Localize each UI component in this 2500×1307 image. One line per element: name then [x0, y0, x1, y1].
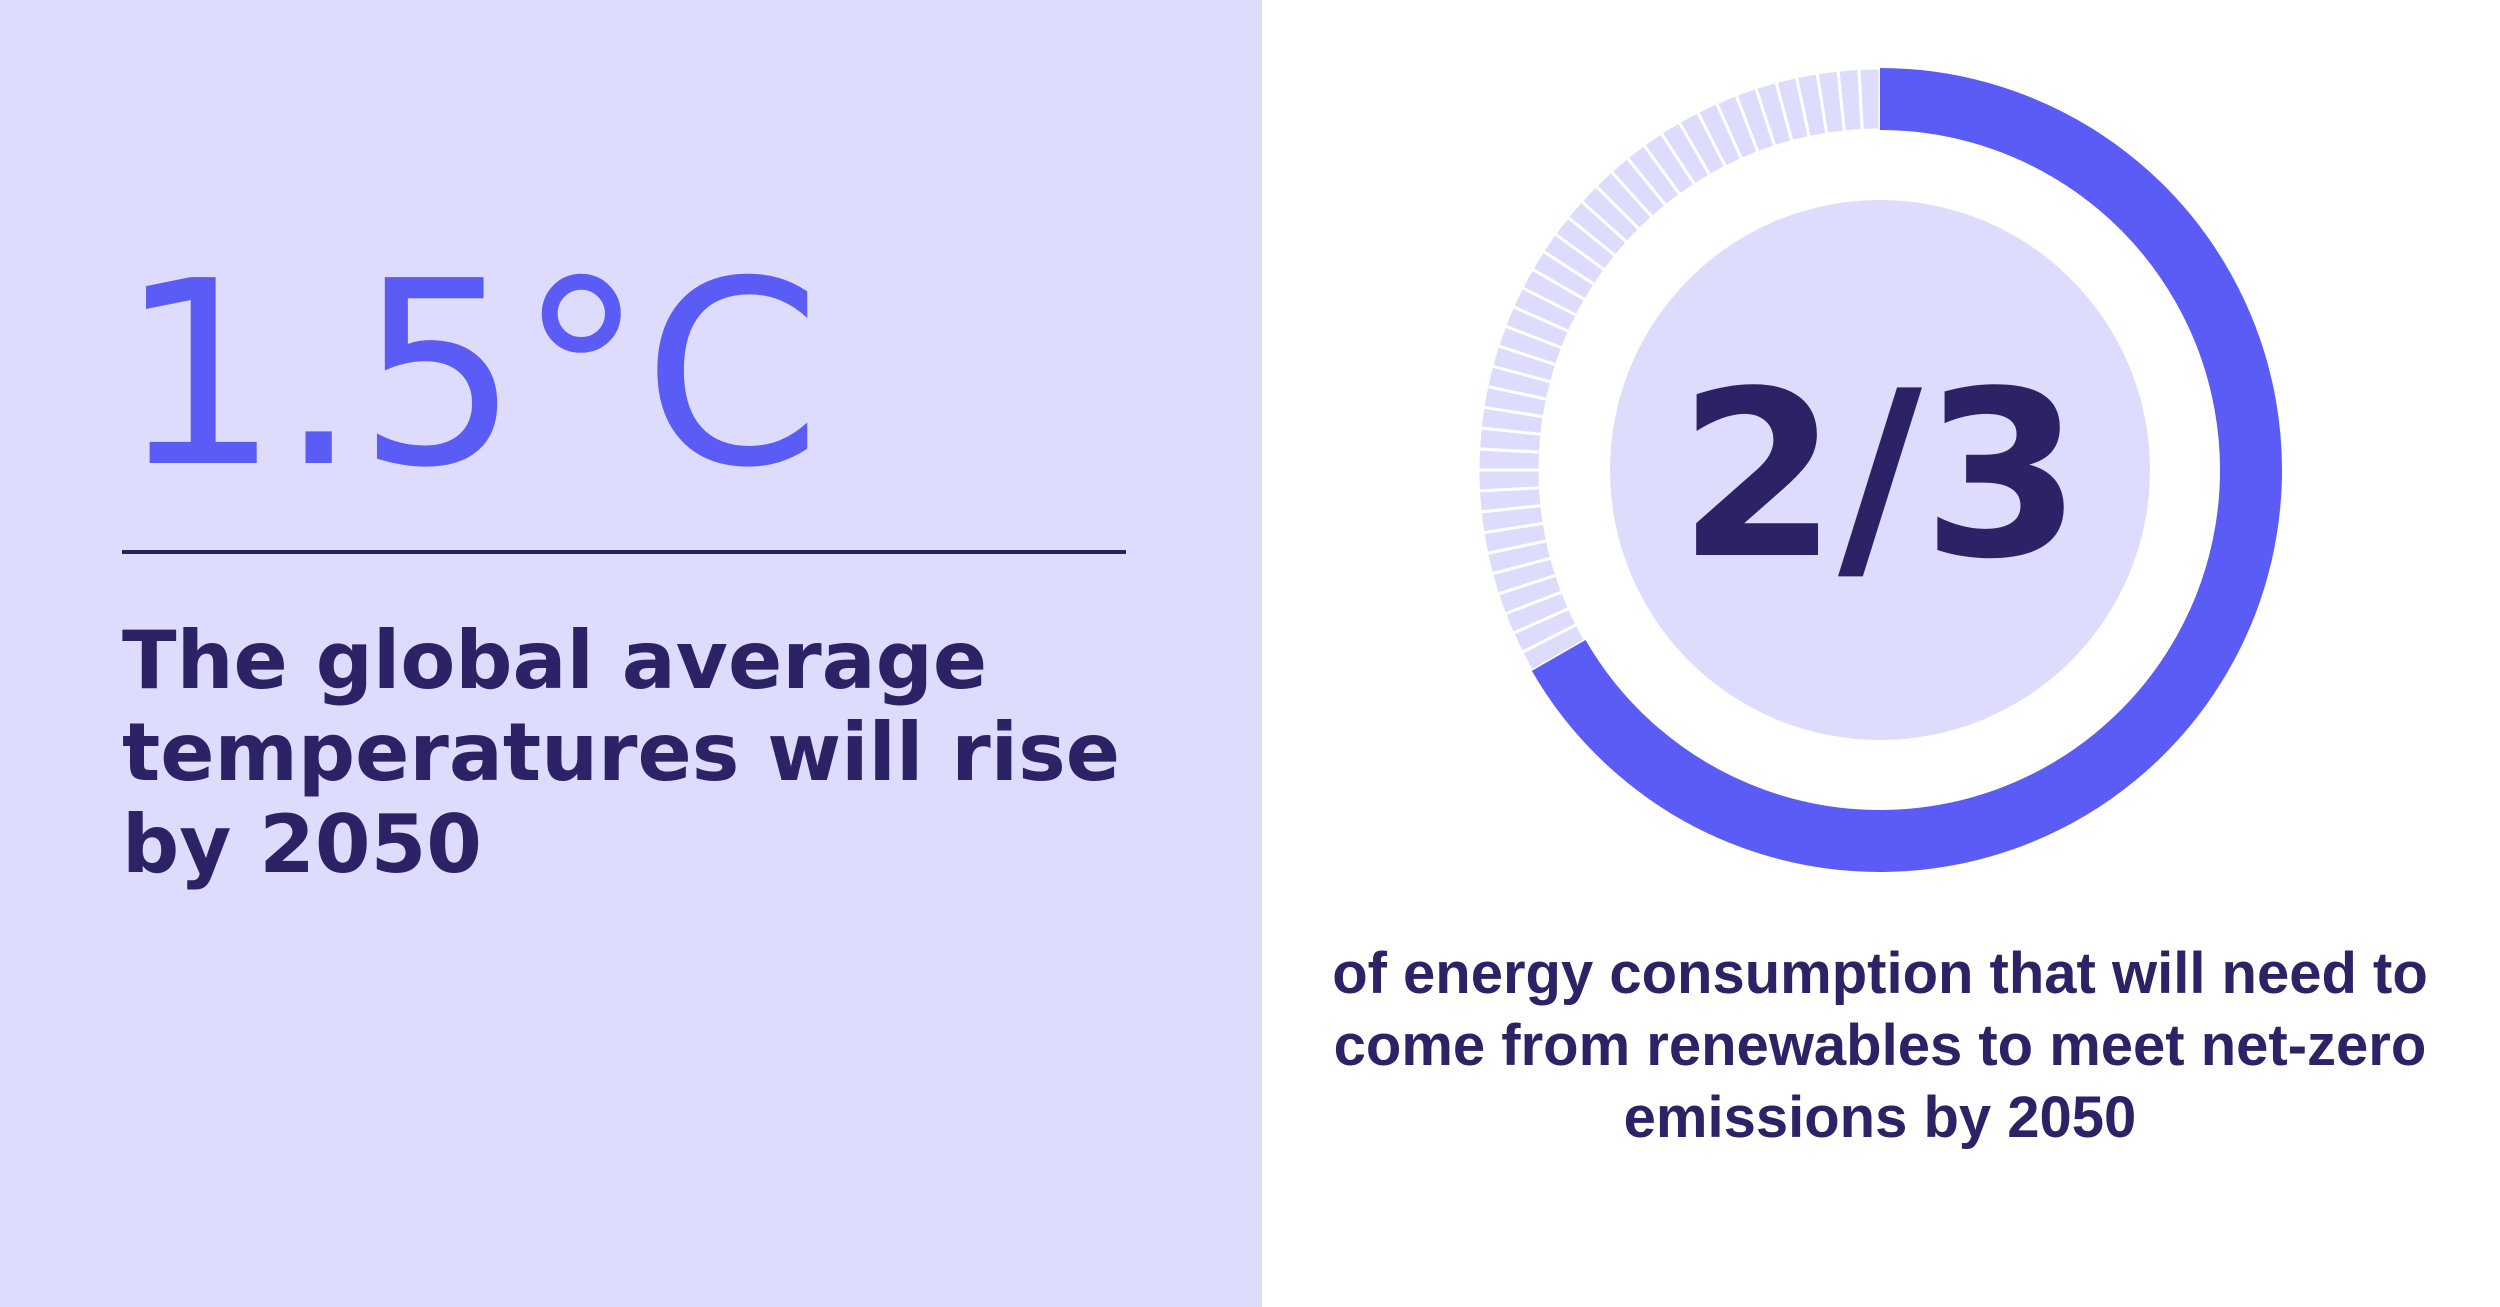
ring-filled-arc	[1531, 68, 2282, 872]
fraction-stat: 2/3	[1678, 343, 2082, 610]
ring-unfilled-segment	[1476, 468, 1543, 493]
energy-caption: of energy consumption that will need to …	[1332, 941, 2428, 1150]
progress-ring: 2/3	[1476, 66, 2282, 872]
temperature-stat: 1.5°C	[118, 227, 821, 524]
inner-circle	[1610, 200, 2150, 740]
temperature-caption: The global average temperatures will ris…	[122, 614, 1120, 891]
divider-line	[122, 550, 1126, 554]
ring-segments	[1476, 66, 1882, 673]
left-panel: 1.5°C The global average temperatures wi…	[0, 0, 1262, 1307]
ring-unfilled-segment	[1857, 66, 1882, 133]
